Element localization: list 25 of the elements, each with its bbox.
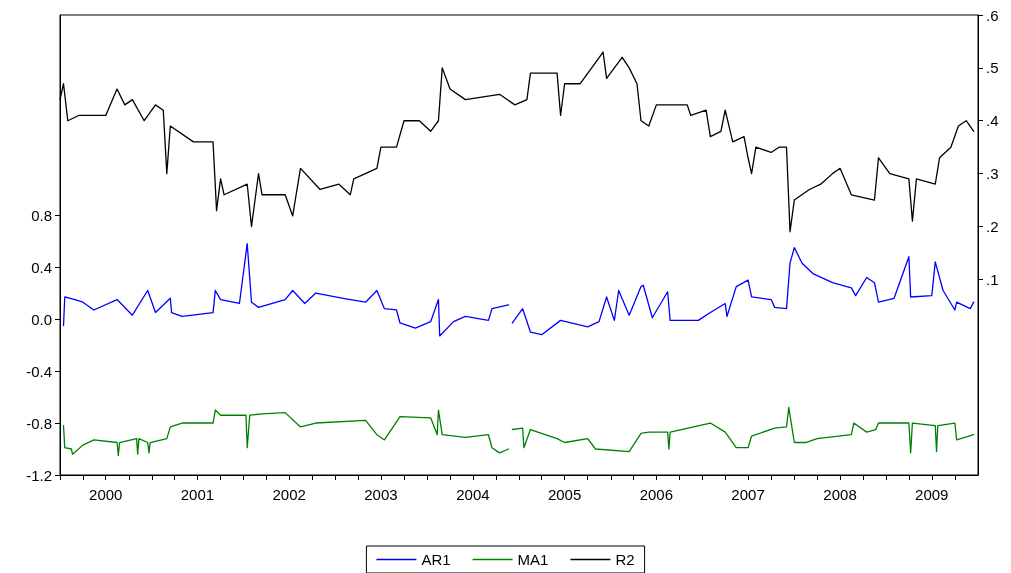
y-tick-label: -0.8: [26, 414, 52, 432]
x-tick-label: 2005: [547, 486, 582, 503]
y2-tick-label: .1: [986, 270, 999, 288]
x-tick-label: 2009: [915, 486, 949, 503]
x-tick-label: 2003: [364, 486, 398, 503]
x-tick-label: 2002: [272, 486, 306, 503]
y-tick-label: 0.0: [31, 310, 52, 328]
y2-tick-label: .3: [986, 165, 999, 183]
x-tick-label: 2008: [823, 486, 857, 503]
x-tick-label: 2004: [456, 486, 490, 503]
y-tick-label: -1.2: [26, 466, 52, 484]
y2-tick-label: .6: [986, 6, 999, 24]
legend-label: MA1: [517, 551, 549, 568]
y2-tick-label: .4: [986, 112, 999, 130]
y2-tick-label: .2: [986, 217, 999, 235]
y-tick-label: -0.4: [26, 362, 52, 380]
legend-label: AR1: [421, 551, 451, 568]
x-tick-label: 2007: [731, 486, 765, 503]
y-tick-label: 0.4: [31, 258, 52, 276]
x-tick-label: 2000: [89, 486, 123, 503]
legend-label: R2: [615, 551, 635, 568]
x-tick-label: 2006: [639, 486, 674, 503]
x-tick-label: 2001: [180, 486, 215, 503]
y-tick-label: 0.8: [31, 206, 52, 224]
y2-tick-label: .5: [986, 59, 999, 77]
